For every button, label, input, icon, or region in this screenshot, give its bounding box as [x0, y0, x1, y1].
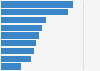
Bar	[1, 1, 73, 8]
Bar	[1, 9, 68, 15]
Bar	[1, 17, 46, 23]
Bar	[1, 25, 42, 31]
Bar	[1, 56, 31, 62]
Bar	[1, 40, 36, 46]
Bar	[1, 63, 21, 70]
Bar	[1, 48, 34, 54]
Bar	[1, 32, 39, 39]
